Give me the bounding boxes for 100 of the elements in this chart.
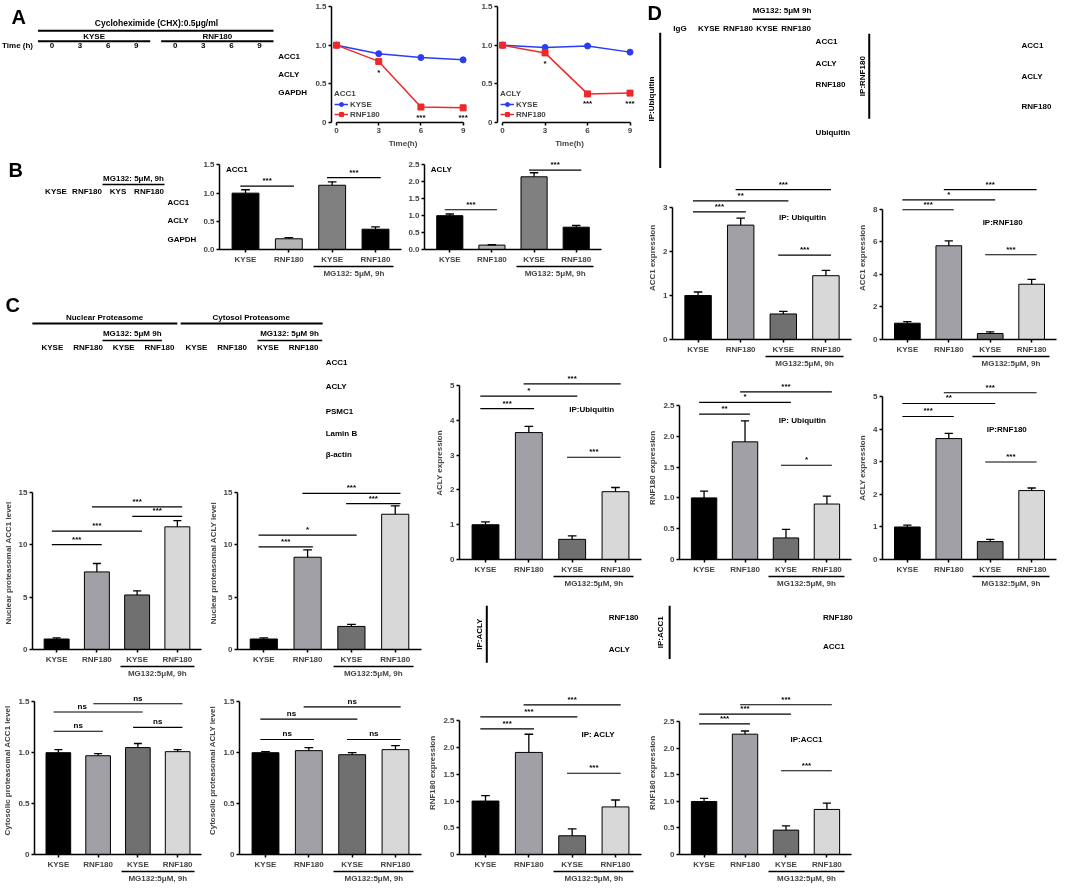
text: MG132:5μM, 9h — [564, 873, 624, 883]
x-tick-label: RNF180 — [81, 654, 113, 664]
y-tick-label: 2 — [873, 489, 879, 499]
text: *** — [985, 179, 996, 189]
legend-label: KYSE — [350, 99, 372, 109]
annotation: ns — [286, 709, 297, 719]
x-tick-label: KYSE — [979, 564, 1002, 574]
annotation: * — [377, 67, 382, 77]
text: MG132: 5μM 9h — [102, 329, 162, 339]
y-tick-label: 1.0 — [408, 211, 421, 221]
y-tick-label: 3 — [450, 450, 456, 460]
annotation: *** — [625, 98, 636, 108]
y-tick-label: 0 — [670, 850, 676, 859]
annotation: ns — [153, 717, 163, 727]
text: MG132: 5μM, 9h — [524, 268, 586, 278]
y-tick-label: 4 — [450, 415, 456, 425]
point — [626, 48, 634, 56]
y-tick-label: 1.5 — [18, 697, 31, 707]
y-tick-label: 1.0 — [481, 40, 494, 50]
x-tick-label: 3 — [77, 40, 83, 50]
annotation: *** — [1006, 451, 1017, 461]
y-axis-title: Nuclear proteasomal ACLY level — [208, 502, 218, 625]
y-tick-label: 0.5 — [315, 79, 328, 89]
annotation: * — [306, 525, 311, 535]
text: Lamin B — [325, 428, 358, 438]
y-axis-title: ACLY expression — [858, 435, 868, 501]
text: ACLY — [815, 58, 838, 68]
y-tick-label: 2.0 — [663, 431, 676, 441]
text: MG132:5μM, 9h — [775, 358, 835, 368]
x-tick-label: KYSE — [234, 254, 258, 264]
text: MG132: 5μM, 9h — [103, 174, 165, 184]
legend-title: ACC1 — [334, 89, 357, 98]
text: A — [11, 5, 26, 28]
text: RNF180 — [1021, 102, 1052, 112]
text: ACC1 — [1021, 41, 1044, 51]
annotation: ns — [282, 729, 293, 739]
x-tick-label: 0 — [334, 125, 340, 135]
annotation: *** — [719, 713, 731, 723]
annotation: *** — [416, 112, 427, 122]
legend-label: RNF180 — [516, 109, 546, 119]
y-tick-label: 15 — [223, 487, 234, 497]
y-tick-label: 3 — [663, 203, 669, 213]
point — [459, 104, 467, 112]
y-tick-label: 0 — [873, 555, 879, 564]
x-tick-label: 9 — [627, 125, 633, 135]
text: *** — [567, 694, 578, 704]
text: MG132:5μM, 9h — [777, 578, 836, 588]
legend-title: ACLY — [500, 89, 523, 98]
legend-label: KYSE — [516, 99, 538, 109]
text: Nuclear Proteasome — [65, 313, 144, 323]
y-tick-label: 0 — [873, 335, 879, 344]
y-tick-label: 1.5 — [223, 697, 236, 707]
y-tick-label: ACLY — [278, 69, 300, 79]
y-tick-label: 0.5 — [443, 823, 456, 833]
annotation: ns — [73, 721, 84, 731]
x-tick-label: KYSE — [126, 654, 149, 664]
text: GAPDH — [167, 234, 197, 244]
text: IP:RNF180 — [986, 424, 1028, 434]
x-tick-label: KYSE — [474, 859, 498, 869]
text: MG132:5μM, 9h — [344, 873, 404, 883]
y-tick-label: 2.5 — [408, 160, 421, 170]
text: MG132:5μM, 9h — [564, 578, 624, 588]
y-tick-label: 0 — [670, 555, 676, 564]
annotation: *** — [281, 536, 292, 546]
text: MG132:5μM, 9h — [127, 668, 187, 678]
y-tick-label: 2.0 — [408, 177, 421, 187]
x-tick-label: RNF180 — [730, 564, 761, 574]
y-tick-label: 1 — [450, 520, 456, 530]
y-tick-label: 1.5 — [443, 769, 456, 779]
text: KYS — [109, 186, 127, 196]
x-tick-label: KYSE — [772, 344, 795, 354]
point — [417, 103, 425, 111]
chart-title: Cycloheximide (CHX):0.5μg/ml — [94, 17, 219, 28]
x-tick-label: RNF180 — [730, 859, 761, 869]
point — [626, 89, 634, 97]
point — [417, 54, 425, 62]
y-tick-label: 2.5 — [443, 716, 456, 726]
x-tick-label: RNF180 — [83, 859, 114, 869]
text: IP:Ubiquitin — [569, 405, 615, 415]
text: MG132: 5μM 9h — [752, 6, 812, 16]
text: * — [743, 392, 748, 402]
annotation: *** — [714, 201, 725, 211]
text: *** — [524, 706, 535, 716]
text: *** — [781, 694, 792, 704]
y-tick-label: 5 — [450, 381, 456, 391]
x-tick-label: 0 — [173, 40, 178, 50]
text: IgG — [673, 24, 687, 34]
x-tick-label: RNF180 — [273, 254, 305, 264]
text: IP:ACLY — [475, 617, 485, 650]
y-tick-label: 0 — [663, 335, 669, 344]
y-tick-label: 1.5 — [663, 770, 676, 780]
text: ACLY — [167, 216, 190, 226]
text: *** — [923, 199, 934, 209]
x-tick-label: RNF180 — [477, 254, 508, 264]
text: ACLY — [325, 381, 348, 391]
text: ACC1 — [167, 197, 190, 207]
y-tick-label: 0 — [450, 850, 456, 859]
x-tick-label: KYSE — [896, 564, 919, 574]
text: Cytosol Proteasome — [212, 313, 291, 323]
annotation: *** — [801, 760, 813, 770]
